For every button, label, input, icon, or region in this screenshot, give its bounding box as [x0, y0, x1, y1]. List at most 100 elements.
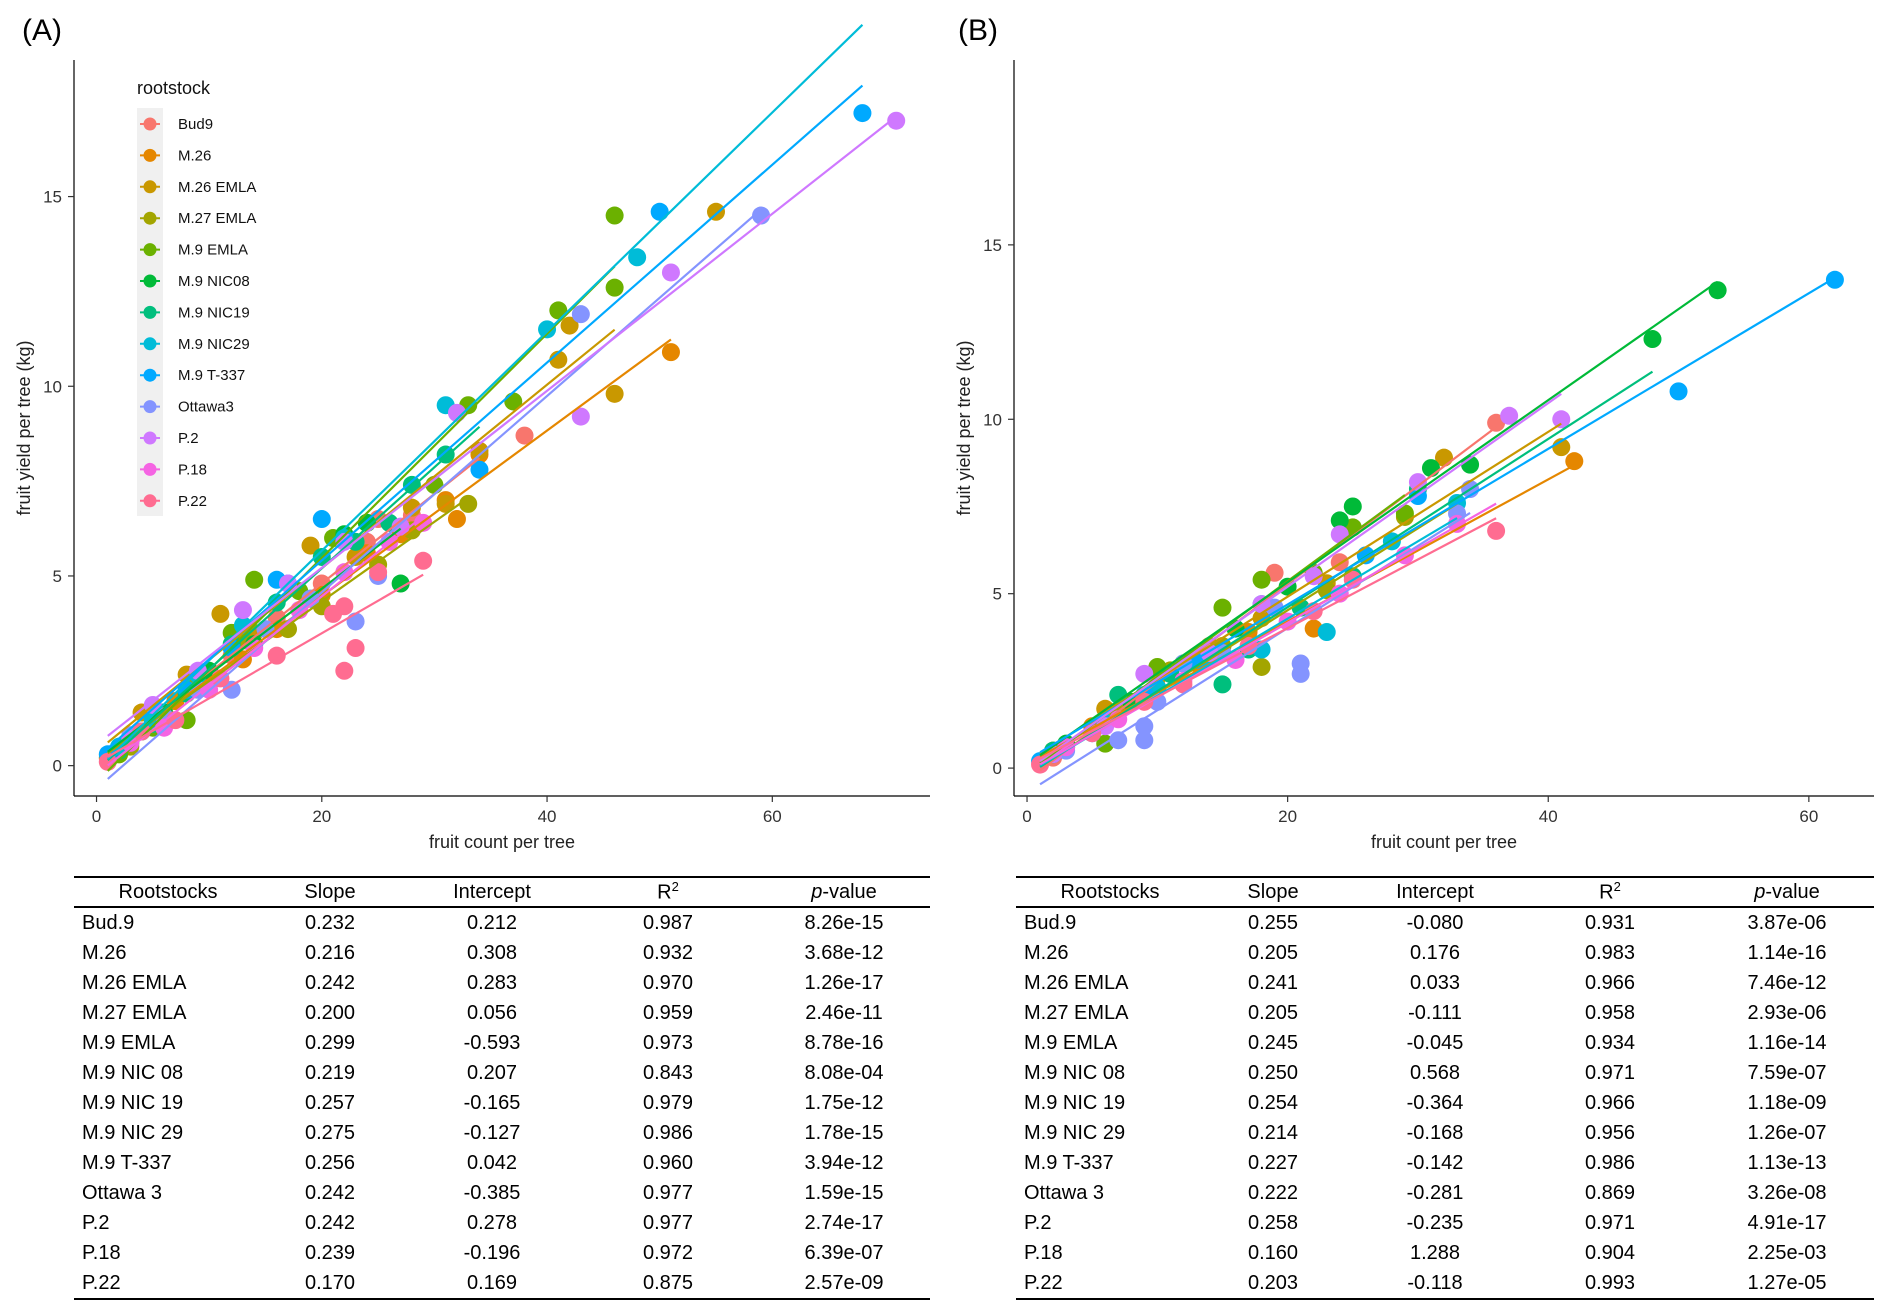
fit-line	[107, 573, 424, 758]
data-point	[628, 248, 647, 267]
header-r2: R2	[1520, 876, 1700, 908]
data-point	[1135, 731, 1154, 750]
pvalue-cell: 1.75e-12	[804, 1091, 884, 1114]
data-point	[605, 206, 624, 225]
rootstock-cell: Ottawa 3	[1024, 1181, 1105, 1204]
data-point	[1565, 452, 1584, 471]
y-tick-label: 15	[983, 236, 1002, 255]
rootstock-cell: Ottawa 3	[82, 1181, 163, 1204]
slope-cell: 0.205	[1247, 1001, 1299, 1024]
data-point	[1109, 685, 1128, 704]
table-row: M.9 T-337 0.256 0.042 0.960 3.94e-12	[74, 1148, 930, 1178]
data-point	[1825, 270, 1844, 289]
panel-b-label: (B)	[958, 14, 998, 47]
y-tick-label: 10	[983, 410, 1002, 429]
data-point	[661, 263, 680, 282]
rootstock-cell: M.9 EMLA	[82, 1031, 176, 1054]
table-row: M.27 EMLA 0.205 -0.111 0.958 2.93e-06	[1016, 998, 1874, 1028]
r2-cell: 0.869	[1584, 1181, 1636, 1204]
data-point	[560, 316, 579, 335]
pvalue-cell: 1.14e-16	[1747, 941, 1827, 964]
legend-dot	[143, 305, 157, 319]
slope-cell: 0.227	[1247, 1151, 1299, 1174]
pvalue-cell: 1.59e-15	[804, 1181, 884, 1204]
data-point	[447, 403, 466, 422]
rootstock-cell: M.9 NIC 29	[82, 1121, 184, 1144]
legend-label: P.18	[178, 461, 207, 478]
data-point	[707, 202, 725, 221]
fit-line	[107, 426, 481, 762]
legend-item: M.26 EMLA	[140, 179, 256, 196]
rootstock-cell: M.27 EMLA	[82, 1001, 187, 1024]
r2-cell: 0.993	[1520, 1268, 1700, 1300]
intercept-cell: 0.283	[466, 971, 518, 994]
legend-label: M.9 NIC29	[178, 336, 250, 353]
header-pvalue: p-value	[758, 876, 930, 908]
data-point	[661, 343, 680, 362]
pvalue-cell: 3.87e-06	[1747, 911, 1827, 934]
legend-title: rootstock	[137, 78, 211, 98]
regression-table-a: Rootstocks Slope Intercept R2 p-value Bu…	[74, 876, 930, 1300]
table-row: M.9 NIC 19 0.257 -0.165 0.979 1.75e-12	[74, 1088, 930, 1118]
table-row: M.27 EMLA 0.200 0.056 0.959 2.46e-11	[74, 998, 930, 1028]
fit-line	[107, 515, 424, 767]
data-point	[515, 426, 534, 445]
intercept-cell: -0.196	[463, 1241, 521, 1264]
data-point	[414, 551, 433, 570]
intercept-cell: -0.118	[1350, 1268, 1520, 1300]
r2-cell: 0.979	[642, 1091, 694, 1114]
x-tick-label: 0	[1022, 807, 1031, 826]
data-point	[1669, 382, 1688, 401]
data-point	[402, 475, 421, 494]
table-row: Bud.9 0.255 -0.080 0.931 3.87e-06	[1016, 907, 1874, 938]
pvalue-cell: 6.39e-07	[804, 1241, 884, 1264]
rootstock-cell: M.27 EMLA	[1024, 1001, 1129, 1024]
data-point	[1552, 410, 1571, 429]
intercept-cell: 0.042	[466, 1151, 518, 1174]
panel-a-label: (A)	[22, 14, 62, 47]
slope-cell: 0.232	[304, 911, 356, 934]
data-point	[1408, 473, 1427, 492]
rootstock-cell: M.9 EMLA	[1024, 1031, 1118, 1054]
intercept-cell: -0.235	[1406, 1211, 1464, 1234]
fit-line	[1039, 512, 1471, 786]
intercept-cell: -0.045	[1406, 1031, 1464, 1054]
table-row: M.9 NIC 08 0.219 0.207 0.843 8.08e-04	[74, 1058, 930, 1088]
intercept-cell: -0.165	[463, 1091, 521, 1114]
y-tick-label: 15	[43, 188, 62, 207]
chart-panel-a: 0 20 40 60 0 5 10 15 fruit count per tree fruit y…	[14, 23, 930, 852]
r2-cell: 0.956	[1584, 1121, 1636, 1144]
table-row: M.9 EMLA 0.245 -0.045 0.934 1.16e-14	[1016, 1028, 1874, 1058]
intercept-cell: 0.056	[466, 1001, 518, 1024]
data-point	[1500, 406, 1519, 425]
legend-dot	[143, 337, 157, 351]
x-tick-label: 40	[538, 807, 557, 826]
rootstock-cell: P.18	[1024, 1241, 1063, 1264]
fit-line	[1039, 276, 1836, 754]
pvalue-cell: 3.94e-12	[804, 1151, 884, 1174]
intercept-cell: 0.176	[1409, 941, 1461, 964]
data-point	[1252, 570, 1271, 589]
fit-line	[1039, 426, 1497, 772]
data-point	[1421, 459, 1440, 478]
data-point	[391, 574, 410, 593]
fit-line	[1039, 502, 1497, 766]
data-point	[312, 510, 331, 529]
fit-line	[1039, 280, 1719, 757]
slope-cell: 0.250	[1247, 1061, 1299, 1084]
table-row: P.2 0.242 0.278 0.977 2.74e-17	[74, 1208, 930, 1238]
pvalue-cell: 8.78e-16	[804, 1031, 884, 1054]
header-r2: R2	[578, 876, 758, 908]
data-point	[346, 612, 365, 631]
slope-cell: 0.299	[304, 1031, 356, 1054]
data-point	[1317, 623, 1336, 642]
slope-cell: 0.275	[304, 1121, 356, 1144]
data-point	[267, 646, 286, 665]
legend-item: M.9 NIC08	[140, 273, 250, 290]
rootstock-cell: M.9 NIC 19	[1024, 1091, 1126, 1114]
pvalue-cell: 1.78e-15	[804, 1121, 884, 1144]
legend-dot	[143, 274, 157, 288]
r2-cell: 0.971	[1584, 1211, 1636, 1234]
pvalue-suffix: -value	[1765, 880, 1820, 903]
slope-cell: 0.214	[1247, 1121, 1299, 1144]
